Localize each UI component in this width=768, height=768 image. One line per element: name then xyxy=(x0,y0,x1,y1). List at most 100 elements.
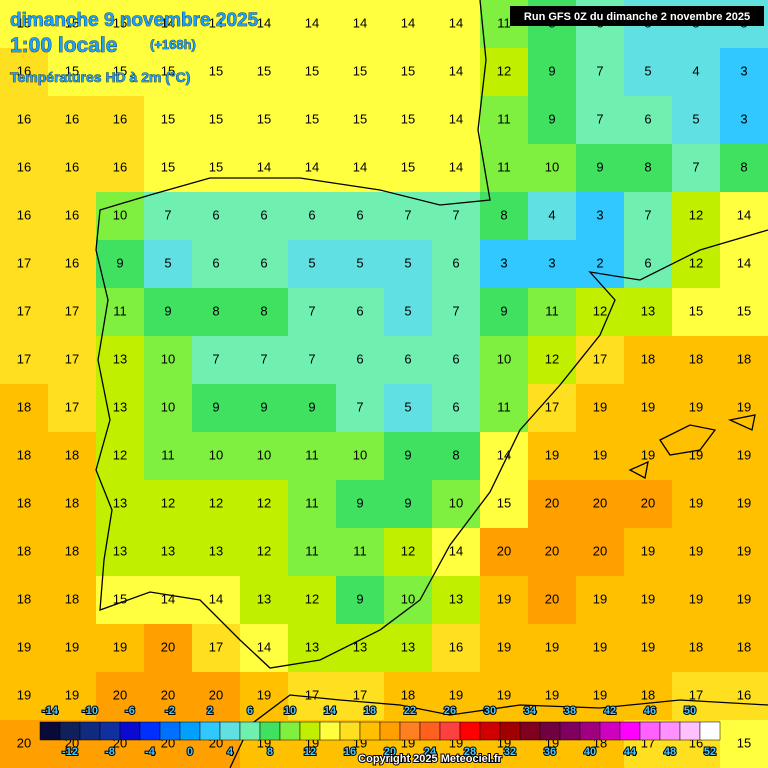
grid-cell xyxy=(432,624,481,673)
grid-cell xyxy=(480,480,529,529)
grid-cell xyxy=(0,144,49,193)
grid-cell xyxy=(480,288,529,337)
grid-cell xyxy=(288,384,337,433)
grid-cell xyxy=(0,336,49,385)
grid-cell xyxy=(528,384,577,433)
grid-cell xyxy=(48,672,97,721)
grid-value: 5 xyxy=(356,255,363,270)
scale-label: -4 xyxy=(145,746,156,758)
grid-cell xyxy=(480,48,529,97)
grid-cell xyxy=(624,624,673,673)
grid-value: 19 xyxy=(737,399,751,414)
grid-cell xyxy=(288,576,337,625)
scale-swatch xyxy=(679,721,701,741)
grid-value: 7 xyxy=(164,207,171,222)
grid-cell xyxy=(432,384,481,433)
grid-cell xyxy=(240,672,289,721)
grid-cell xyxy=(624,48,673,97)
grid-cell xyxy=(96,336,145,385)
grid-value: 19 xyxy=(641,447,655,462)
grid-value: 18 xyxy=(737,639,751,654)
grid-value: 7 xyxy=(308,351,315,366)
grid-cell xyxy=(96,288,145,337)
grid-cell xyxy=(624,384,673,433)
scale-swatch xyxy=(79,721,101,741)
grid-cell xyxy=(672,528,721,577)
grid-value: 19 xyxy=(689,495,703,510)
grid-cell xyxy=(720,624,768,673)
grid-value: 18 xyxy=(17,591,31,606)
grid-cell xyxy=(528,288,577,337)
scale-swatch xyxy=(199,721,221,741)
grid-cell xyxy=(144,144,193,193)
grid-cell xyxy=(336,240,385,289)
grid-cell xyxy=(624,528,673,577)
lead-time: (+168h) xyxy=(150,37,196,52)
grid-cell xyxy=(96,48,145,97)
grid-value: 12 xyxy=(257,495,271,510)
grid-value: 5 xyxy=(404,399,411,414)
grid-value: 2 xyxy=(596,255,603,270)
grid-cell xyxy=(672,672,721,721)
grid-cell xyxy=(576,336,625,385)
grid-cell xyxy=(720,144,768,193)
grid-cell xyxy=(288,0,337,49)
grid-cell xyxy=(480,576,529,625)
grid-value: 19 xyxy=(593,447,607,462)
scale-swatch xyxy=(359,721,381,741)
grid-value: 18 xyxy=(17,399,31,414)
scale-label: 40 xyxy=(584,746,596,758)
grid-cell xyxy=(0,672,49,721)
grid-value: 19 xyxy=(257,687,271,702)
grid-cell xyxy=(672,48,721,97)
grid-value: 9 xyxy=(356,591,363,606)
grid-value: 3 xyxy=(740,63,747,78)
grid-cell xyxy=(144,0,193,49)
grid-cell xyxy=(48,336,97,385)
grid-cell xyxy=(144,336,193,385)
grid-cell xyxy=(528,192,577,241)
scale-label: 50 xyxy=(684,705,696,717)
grid-value: 19 xyxy=(545,639,559,654)
grid-value: 13 xyxy=(353,639,367,654)
forecast-date: dimanche 9 novembre 2025 xyxy=(10,10,259,31)
grid-value: 7 xyxy=(452,303,459,318)
grid-value: 19 xyxy=(641,591,655,606)
grid-cell xyxy=(288,96,337,145)
grid-cell xyxy=(624,192,673,241)
grid-cell xyxy=(240,432,289,481)
grid-cell xyxy=(672,576,721,625)
grid-value: 16 xyxy=(17,111,31,126)
grid-cell xyxy=(96,240,145,289)
grid-value: 15 xyxy=(209,159,223,174)
grid-cell xyxy=(480,432,529,481)
grid-value: 17 xyxy=(65,303,79,318)
scale-label: 28 xyxy=(464,746,476,758)
grid-value: 14 xyxy=(401,15,415,30)
grid-cell xyxy=(624,480,673,529)
grid-cell xyxy=(48,96,97,145)
grid-value: 8 xyxy=(452,447,459,462)
grid-value: 14 xyxy=(353,159,367,174)
grid-cell xyxy=(192,96,241,145)
grid-value: 6 xyxy=(212,255,219,270)
grid-cell xyxy=(672,336,721,385)
grid-value: 11 xyxy=(113,303,127,318)
grid-value: 17 xyxy=(17,255,31,270)
scale-swatch xyxy=(419,721,441,741)
grid-value: 3 xyxy=(596,207,603,222)
grid-cell xyxy=(576,480,625,529)
grid-value: 15 xyxy=(401,159,415,174)
scale-label: 46 xyxy=(644,705,656,717)
scale-swatch xyxy=(519,721,541,741)
grid-value: 7 xyxy=(644,207,651,222)
grid-value: 13 xyxy=(257,591,271,606)
grid-value: 4 xyxy=(692,63,699,78)
grid-cell xyxy=(720,672,768,721)
grid-cell xyxy=(720,384,768,433)
grid-cell xyxy=(96,0,145,49)
grid-value: 13 xyxy=(161,543,175,558)
grid-value: 20 xyxy=(641,495,655,510)
grid-cell xyxy=(96,480,145,529)
grid-value: 9 xyxy=(548,63,555,78)
